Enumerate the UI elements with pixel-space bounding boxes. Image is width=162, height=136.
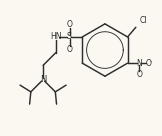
- Text: N: N: [40, 75, 46, 84]
- Text: O: O: [67, 20, 72, 29]
- Text: O: O: [136, 70, 142, 79]
- Text: O: O: [146, 59, 152, 68]
- Text: S: S: [67, 33, 72, 41]
- Text: -: -: [150, 59, 152, 64]
- Text: HN: HN: [50, 33, 62, 41]
- Text: O: O: [67, 45, 72, 54]
- Text: N: N: [136, 59, 142, 68]
- Text: Cl: Cl: [140, 16, 147, 25]
